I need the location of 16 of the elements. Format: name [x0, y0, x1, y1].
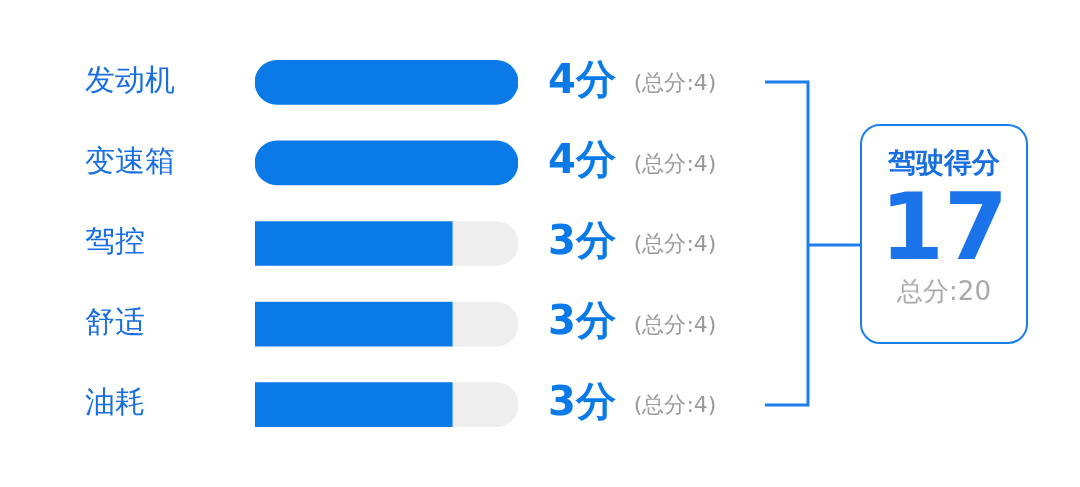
data-label: 3分 [548, 216, 616, 263]
y-tick-label: 油耗 [85, 384, 145, 420]
text: 总分:20 [896, 276, 992, 306]
data-label: 4分 [548, 136, 616, 183]
text: (总分:4) [633, 231, 717, 257]
text: (总分:4) [633, 150, 717, 176]
text: (总分:4) [633, 392, 717, 418]
y-tick-label: 舒适 [85, 303, 145, 339]
y-tick-label: 变速箱 [85, 142, 175, 178]
data-label: 3分 [548, 297, 616, 344]
text: (总分:4) [633, 311, 717, 337]
y-tick-label: 发动机 [85, 62, 175, 98]
data-label: 3分 [548, 378, 616, 425]
y-tick-label: 驾控 [85, 223, 145, 259]
data-label: 4分 [548, 55, 616, 102]
text: (总分:4) [633, 70, 717, 96]
